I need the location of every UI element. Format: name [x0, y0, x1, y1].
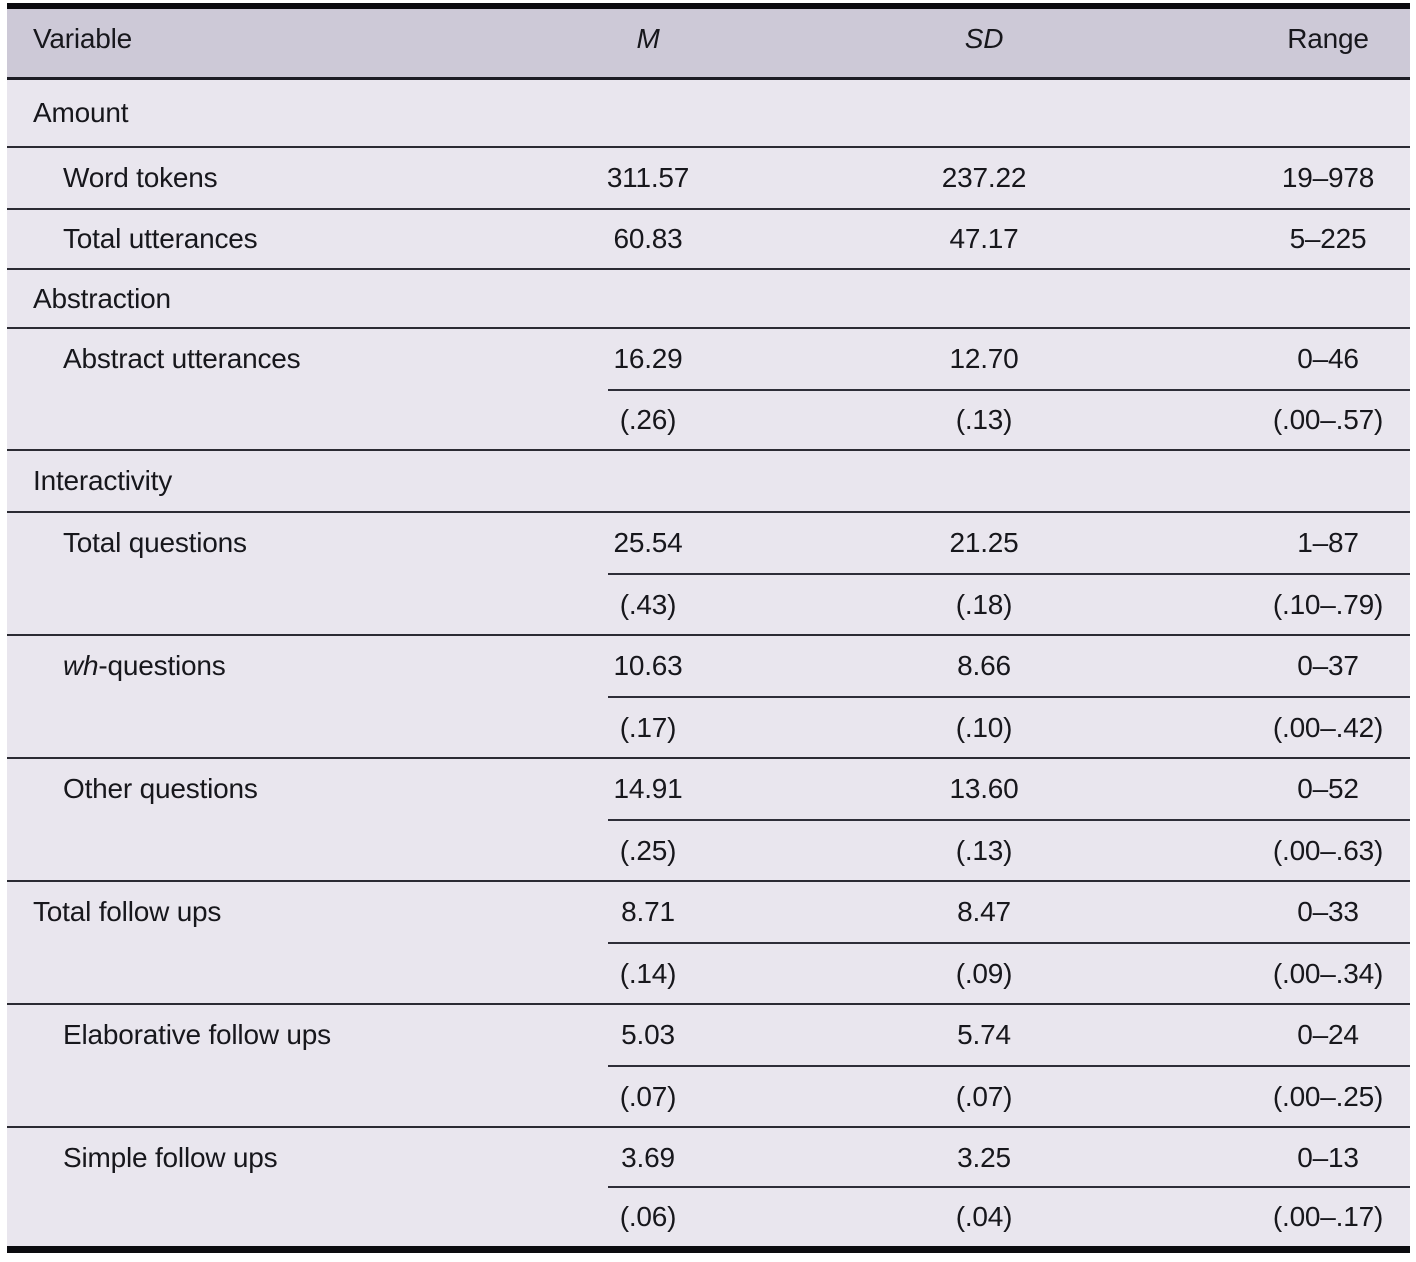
range-value: 0–52 [1297, 773, 1359, 804]
descriptive-statistics-table: Variable M SD Range Amount Word tokens 3… [7, 3, 1410, 1253]
range-value: 0–13 [1297, 1142, 1359, 1173]
m-proportion: (.06) [619, 1201, 677, 1232]
row-label: Total follow ups [33, 896, 222, 927]
m-value: 14.91 [613, 773, 683, 804]
range-value: 0–24 [1297, 1019, 1359, 1050]
row-label: Word tokens [63, 162, 218, 193]
sd-value: 13.60 [949, 773, 1019, 804]
table-row-total-questions: Total questions 25.54 21.25 1–87 (.43) (… [7, 513, 1410, 636]
range-value: 0–33 [1297, 896, 1359, 927]
table-row-total-utterances: Total utterances 60.83 47.17 5–225 [7, 210, 1410, 270]
row-label: Simple follow ups [63, 1142, 278, 1173]
section-label: Abstraction [33, 282, 171, 314]
range-proportion: (.10–.79) [1272, 589, 1384, 620]
sd-value: 3.25 [957, 1142, 1011, 1173]
range-proportion: (.00–.57) [1272, 404, 1384, 435]
section-row-abstraction: Abstraction [7, 270, 1410, 329]
section-label: Amount [33, 97, 129, 128]
sd-value: 8.47 [957, 896, 1011, 927]
partial-rule [608, 389, 1410, 391]
table-row-total-follow-ups: Total follow ups 8.71 8.47 0–33 (.14) (.… [7, 882, 1410, 1005]
section-row-amount: Amount [7, 80, 1410, 148]
partial-rule [608, 573, 1410, 575]
row-label: Total questions [63, 527, 247, 558]
range-value: 19–978 [1281, 162, 1375, 193]
table-row-word-tokens: Word tokens 311.57 237.22 19–978 [7, 148, 1410, 210]
col-header-sd: SD [964, 23, 1004, 54]
m-value: 16.29 [613, 343, 683, 374]
sd-proportion: (.13) [955, 835, 1013, 866]
section-label: Interactivity [33, 465, 172, 496]
m-proportion: (.25) [619, 835, 677, 866]
m-value: 5.03 [621, 1019, 675, 1050]
sd-value: 47.17 [949, 223, 1019, 254]
m-value: 10.63 [613, 650, 683, 681]
m-value: 25.54 [613, 527, 683, 558]
m-value: 311.57 [606, 162, 690, 193]
row-label: wh-questions [63, 650, 226, 681]
range-value: 5–225 [1289, 223, 1367, 254]
range-proportion: (.00–.17) [1272, 1201, 1384, 1232]
col-header-range: Range [1287, 23, 1369, 54]
section-row-interactivity: Interactivity [7, 451, 1410, 513]
table-row-abstract-utterances: Abstract utterances 16.29 12.70 0–46 (.2… [7, 329, 1410, 451]
row-label: Other questions [63, 773, 258, 804]
partial-rule [608, 696, 1410, 698]
row-label: Elaborative follow ups [63, 1019, 331, 1050]
table-row-elaborative-follow-ups: Elaborative follow ups 5.03 5.74 0–24 (.… [7, 1005, 1410, 1128]
sd-value: 21.25 [949, 527, 1019, 558]
sd-value: 5.74 [957, 1019, 1011, 1050]
sd-proportion: (.18) [955, 589, 1013, 620]
partial-rule [608, 819, 1410, 821]
sd-value: 8.66 [957, 650, 1011, 681]
sd-proportion: (.10) [955, 712, 1013, 743]
m-proportion: (.17) [619, 712, 677, 743]
table-header-row: Variable M SD Range [7, 9, 1410, 80]
partial-rule [608, 942, 1410, 944]
range-value: 1–87 [1297, 527, 1359, 558]
sd-value: 237.22 [941, 162, 1027, 193]
table-row-wh-questions: wh-questions 10.63 8.66 0–37 (.17) (.10)… [7, 636, 1410, 759]
m-value: 3.69 [621, 1142, 675, 1173]
row-label: Total utterances [63, 223, 258, 254]
range-proportion: (.00–.63) [1272, 835, 1384, 866]
sd-proportion: (.13) [955, 404, 1013, 435]
row-label: Abstract utterances [63, 343, 301, 374]
range-value: 0–46 [1297, 343, 1359, 374]
range-proportion: (.00–.42) [1272, 712, 1384, 743]
range-proportion: (.00–.34) [1272, 958, 1384, 989]
col-header-m: M [636, 23, 660, 54]
m-proportion: (.07) [619, 1081, 677, 1112]
range-value: 0–37 [1297, 650, 1359, 681]
sd-value: 12.70 [949, 343, 1019, 374]
sd-proportion: (.04) [955, 1201, 1013, 1232]
m-proportion: (.43) [619, 589, 677, 620]
m-proportion: (.26) [619, 404, 677, 435]
sd-proportion: (.07) [955, 1081, 1013, 1112]
m-value: 8.71 [621, 896, 675, 927]
partial-rule [608, 1186, 1410, 1188]
partial-rule [608, 1065, 1410, 1067]
m-value: 60.83 [613, 223, 683, 254]
sd-proportion: (.09) [955, 958, 1013, 989]
col-header-variable: Variable [33, 23, 133, 54]
range-proportion: (.00–.25) [1272, 1081, 1384, 1112]
table-row-other-questions: Other questions 14.91 13.60 0–52 (.25) (… [7, 759, 1410, 882]
m-proportion: (.14) [619, 958, 677, 989]
table-row-simple-follow-ups: Simple follow ups 3.69 3.25 0–13 (.06) (… [7, 1128, 1410, 1246]
